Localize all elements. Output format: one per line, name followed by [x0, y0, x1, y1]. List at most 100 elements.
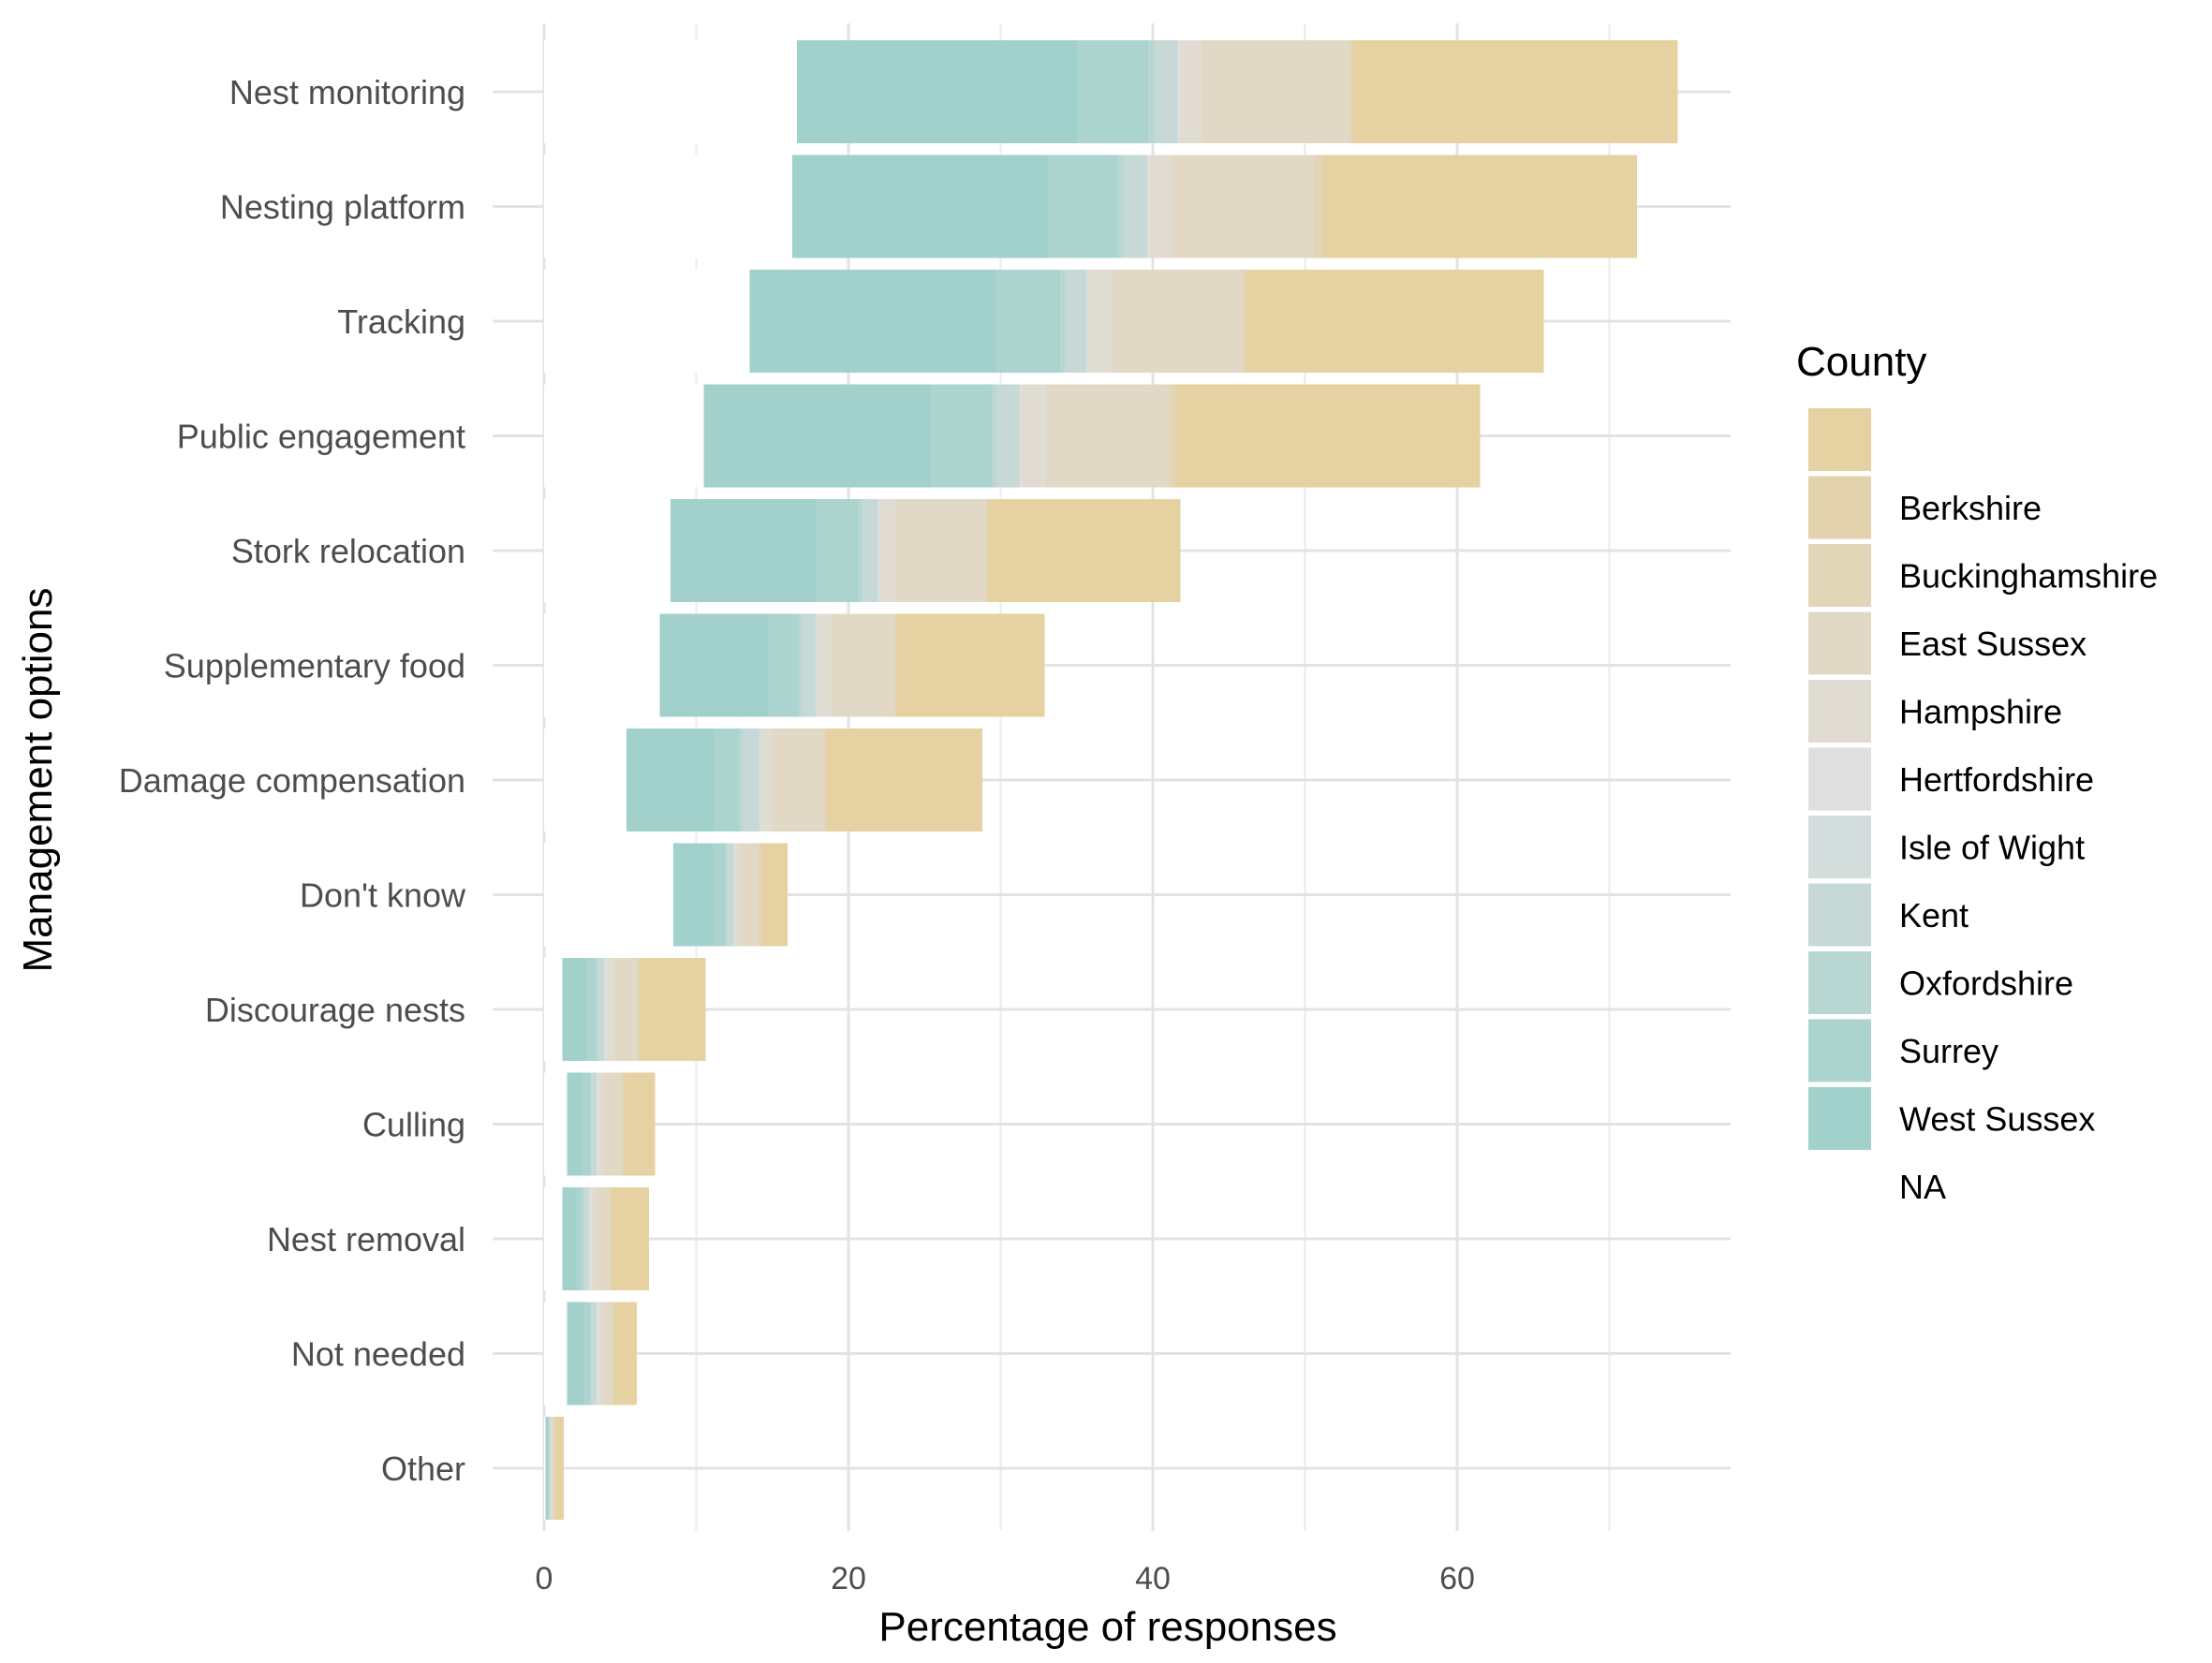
bar-segment-nest-monitoring-isle-of-wight: [1177, 40, 1179, 143]
legend-label-east-sussex: East Sussex: [1899, 625, 2087, 663]
legend-key-surrey: [1808, 1019, 1871, 1082]
y-axis-tick-labels: Nest monitoring Nesting platform Tracking P…: [119, 73, 466, 1488]
bar-segment-damage-compensation-west-sussex: [626, 728, 715, 832]
bar-segment-not-needed-hertfordshire: [597, 1302, 599, 1405]
bar-segment-supplementary-food-oxfordshire: [798, 613, 802, 717]
bar-segment-damage-compensation-berkshire: [825, 728, 828, 832]
x-tick-label-20: 20: [831, 1561, 866, 1597]
bar-segment-stork-relocation-surrey: [816, 499, 858, 602]
bar-segment-stork-relocation-east-sussex: [895, 499, 986, 602]
bar-segment-public-engagement-na: [544, 384, 704, 488]
legend-label-berkshire: Berkshire: [1899, 489, 2042, 527]
bar-segment-nest-monitoring-west-sussex: [796, 40, 1077, 143]
legend-key-blank: [1808, 408, 1871, 471]
bar-segment-culling-surrey: [582, 1072, 590, 1176]
bar-segment-nest-monitoring-hampshire: [1180, 40, 1202, 143]
legend-key-hertfordshire: [1808, 747, 1871, 811]
bar-segment-damage-compensation-oxfordshire: [739, 728, 743, 832]
bar-segment-public-engagement-west-sussex: [703, 384, 931, 488]
legend-label-buckinghamshire: Buckinghamshire: [1899, 557, 2158, 596]
bar-segment-culling-kent: [591, 1072, 597, 1176]
bar-segment-nest-removal-isle-of-wight: [588, 1187, 590, 1290]
bar-segment-tracking-na: [544, 270, 750, 373]
bar-segment-culling-oxfordshire: [589, 1072, 592, 1176]
y-tick-label-culling: Culling: [362, 1106, 465, 1144]
bar-segment-damage-compensation-na: [544, 728, 627, 832]
bar-segment-public-engagement-hertfordshire: [1020, 384, 1023, 488]
x-tick-label-60: 60: [1439, 1561, 1475, 1597]
bar-segment-nesting-platform-isle-of-wight: [1146, 155, 1149, 258]
bar-segment-stork-relocation-blank: [988, 499, 1181, 602]
y-tick-label-don-t-know: Don't know: [300, 876, 466, 915]
bar-segment-don-t-know-berkshire: [759, 843, 762, 947]
y-tick-label-discourage-nests: Discourage nests: [205, 991, 465, 1029]
legend-key-hampshire: [1808, 680, 1871, 743]
bar-segment-other-hampshire: [550, 1417, 553, 1520]
bar-segment-not-needed-oxfordshire: [589, 1302, 592, 1405]
bar-segment-nest-monitoring-oxfordshire: [1148, 40, 1155, 143]
legend-label-oxfordshire: Oxfordshire: [1899, 964, 2073, 1003]
legend-label-hampshire: Hampshire: [1899, 693, 2062, 731]
bar-segment-supplementary-food-hertfordshire: [816, 613, 818, 717]
bar-segment-nesting-platform-kent: [1124, 155, 1147, 258]
bar-segment-stork-relocation-hampshire: [880, 499, 896, 602]
bar-segment-nest-monitoring-east-sussex: [1202, 40, 1349, 143]
bar-segment-nesting-platform-west-sussex: [791, 155, 1048, 258]
bar-segment-culling-na: [544, 1072, 568, 1176]
bar-segment-not-needed-surrey: [583, 1302, 590, 1405]
bar-segment-discourage-nests-west-sussex: [562, 958, 587, 1061]
y-axis-title: Management options: [15, 588, 61, 973]
bar-segment-tracking-hertfordshire: [1087, 270, 1089, 373]
bar-segment-damage-compensation-kent: [742, 728, 759, 832]
legend-items: Berkshire Buckinghamshire East Sussex Hamps…: [1808, 408, 2158, 1206]
bar-segment-tracking-east-sussex: [1112, 270, 1242, 373]
bar-segment-tracking-oxfordshire: [1059, 270, 1065, 373]
legend-label-kent: Kent: [1899, 896, 1969, 935]
bar-segment-stork-relocation-hertfordshire: [878, 499, 881, 602]
bar-segment-damage-compensation-east-sussex: [772, 728, 824, 832]
bar-segment-culling-buckinghamshire: [621, 1072, 624, 1176]
bar-segment-nest-monitoring-kent: [1154, 40, 1177, 143]
bar-segment-nest-removal-kent: [583, 1187, 589, 1290]
bar-segment-tracking-berkshire: [1246, 270, 1247, 373]
bar-segment-don-t-know-hertfordshire: [734, 843, 736, 947]
legend-title: County: [1796, 339, 1926, 385]
bar-segment-tracking-surrey: [995, 270, 1060, 373]
y-tick-label-not-needed: Not needed: [291, 1335, 465, 1374]
bar-segment-nest-monitoring-berkshire: [1351, 40, 1354, 143]
bar-segment-nest-monitoring-blank: [1353, 40, 1678, 143]
bar-segment-nest-monitoring-hertfordshire: [1178, 40, 1181, 143]
bar-segment-nest-removal-surrey: [576, 1187, 582, 1290]
bar-segment-public-engagement-east-sussex: [1046, 384, 1169, 488]
bar-segment-damage-compensation-isle-of-wight: [759, 728, 760, 832]
bar-segment-discourage-nests-surrey: [586, 958, 597, 1061]
bar-segment-don-t-know-west-sussex: [673, 843, 714, 947]
y-tick-label-supplementary-food: Supplementary food: [164, 647, 465, 685]
bar-segment-damage-compensation-blank: [827, 728, 982, 832]
legend-label-isle-of-wight: Isle of Wight: [1899, 829, 2085, 867]
bar-segment-supplementary-food-na: [544, 613, 660, 717]
bar-segment-not-needed-kent: [591, 1302, 597, 1405]
legend-key-berkshire: [1808, 476, 1871, 539]
x-tick-label-40: 40: [1135, 1561, 1171, 1597]
bar-segment-nesting-platform-blank: [1323, 155, 1637, 258]
bars: [544, 40, 1678, 1520]
bar-segment-stork-relocation-na: [544, 499, 671, 602]
legend-label-west-sussex: West Sussex: [1899, 1100, 2095, 1139]
bar-segment-stork-relocation-isle-of-wight: [877, 499, 879, 602]
bar-segment-public-engagement-surrey: [930, 384, 992, 488]
y-tick-label-tracking: Tracking: [337, 302, 465, 341]
bar-segment-tracking-blank: [1246, 270, 1544, 373]
bar-segment-discourage-nests-na: [544, 958, 563, 1061]
bar-segment-not-needed-west-sussex: [567, 1302, 584, 1405]
bar-segment-discourage-nests-oxfordshire: [596, 958, 597, 1061]
bar-segment-supplementary-food-west-sussex: [659, 613, 768, 717]
bar-segment-supplementary-food-surrey: [767, 613, 799, 717]
bar-segment-don-t-know-oxfordshire: [725, 843, 727, 947]
bar-segment-culling-west-sussex: [567, 1072, 582, 1176]
bar-segment-don-t-know-na: [544, 843, 674, 947]
bar-segment-discourage-nests-berkshire: [638, 958, 641, 1061]
bar-segment-culling-isle-of-wight: [596, 1072, 597, 1176]
bar-segment-damage-compensation-hertfordshire: [759, 728, 762, 832]
